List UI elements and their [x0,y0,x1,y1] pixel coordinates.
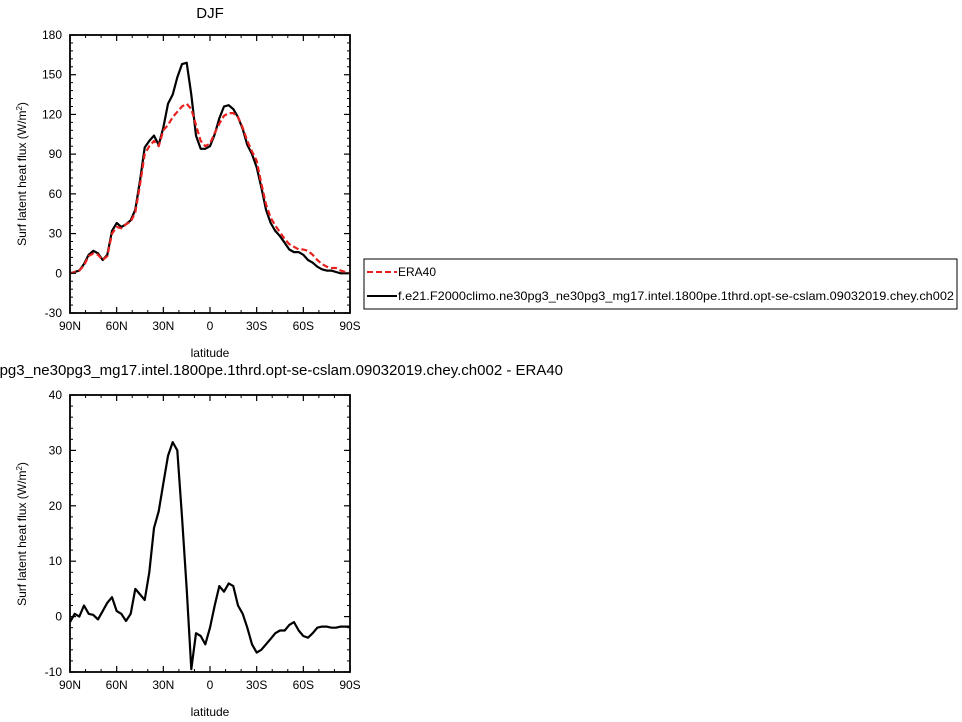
djf-y-tick-label: -30 [45,306,63,320]
legend-entry-era40: ERA40 [398,265,436,279]
djf-y-axis-label-sup: 2 [15,106,24,111]
difference-y-axis-label-sup: 2 [15,466,24,471]
djf-y-axis-label-text: Surf latent heat flux (W/m [15,111,29,246]
difference-y-tick-label: 0 [55,610,62,624]
difference-title: f.e21.F2000climo.ne30pg3_ne30pg3_mg17.in… [0,362,563,379]
djf-model-line [69,61,350,275]
djf-y-axis-label-close: ) [15,102,29,106]
djf-x-tick-label: 90N [59,319,81,333]
difference-y-axis-label: Surf latent heat flux (W/m2) [15,462,30,606]
difference-y-tick-label: 20 [49,499,63,513]
difference-x-tick-label: 60S [293,678,314,692]
difference-x-tick-label: 60N [106,678,128,692]
djf-x-tick-label: 90S [339,319,360,333]
djf-y-tick-label: 30 [49,227,63,241]
difference-panel: f.e21.F2000climo.ne30pg3_ne30pg3_mg17.in… [0,362,563,719]
djf-y-axis-label: Surf latent heat flux (W/m2) [15,102,30,246]
djf-x-tick-label: 60S [293,319,314,333]
difference-x-tick-label: 30N [152,678,174,692]
djf-x-tick-label: 30S [246,319,267,333]
djf-y-tick-label: 90 [49,147,63,161]
djf-title: DJF [196,5,224,22]
djf-x-tick-label: 30N [152,319,174,333]
difference-y-tick-label: 10 [49,554,63,568]
difference-y-tick-label: 30 [49,443,63,457]
djf-x-axis-label: latitude [191,346,230,360]
djf-era40-line [69,102,351,275]
legend: ERA40 f.e21.F2000climo.ne30pg3_ne30pg3_m… [363,258,958,310]
difference-y-tick-label: -10 [45,665,63,679]
difference-y-axis-label-close: ) [15,462,29,466]
djf-x-tick-label: 60N [106,319,128,333]
difference-x-tick-label: 0 [207,678,214,692]
difference-x-tick-label: 90N [59,678,81,692]
difference-x-tick-label: 30S [246,678,267,692]
difference-model-line [69,441,350,671]
djf-panel: DJF -30 0 30 60 90 120 150 180 90N 60N 30N 0 30S 60S 9… [15,5,361,360]
difference-x-axis-label: latitude [191,705,230,719]
difference-y-axis-label-text: Surf latent heat flux (W/m [15,471,29,606]
djf-y-tick-label: 120 [42,107,62,121]
legend-box [363,258,958,310]
legend-entry-model: f.e21.F2000climo.ne30pg3_ne30pg3_mg17.in… [398,289,954,303]
djf-y-tick-label: 180 [42,28,62,42]
difference-x-tick-label: 90S [339,678,360,692]
djf-plot-frame [69,34,351,314]
djf-y-tick-label: 0 [55,266,62,280]
djf-y-tick-label: 150 [42,68,62,82]
djf-y-tick-label: 60 [49,187,63,201]
difference-y-tick-label: 40 [49,388,63,402]
djf-x-tick-label: 0 [207,319,214,333]
